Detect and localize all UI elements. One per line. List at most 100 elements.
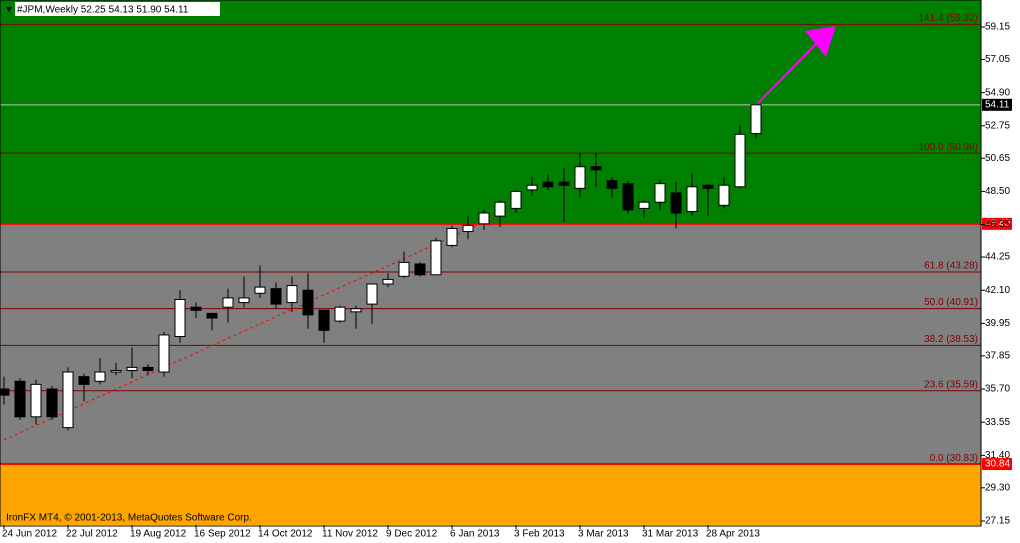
title-box	[15, 2, 220, 16]
fib-label: 100.0 (50.98)	[919, 142, 979, 153]
candle-body	[718, 184, 730, 206]
candle-body	[606, 180, 618, 189]
price-tag-label: 54.11	[985, 99, 1010, 110]
y-tick-label: 27.15	[985, 516, 1010, 527]
candle-body	[14, 380, 26, 418]
zone-middle	[0, 223, 981, 465]
candle-body	[638, 201, 650, 209]
y-tick-label: 54.90	[985, 87, 1010, 98]
candle-body	[254, 286, 266, 294]
x-tick-label: 16 Sep 2012	[194, 529, 251, 540]
chart-title: #JPM,Weekly 52.25 54.13 51.90 54.11	[17, 5, 189, 16]
x-tick-label: 3 Feb 2013	[514, 529, 565, 540]
arrow-head	[805, 26, 836, 57]
y-tick-label: 57.05	[985, 54, 1010, 65]
candle-body	[398, 261, 410, 277]
fib-label: 0.0 (30.83)	[930, 453, 978, 464]
candle-body	[558, 181, 570, 186]
candle-body	[478, 212, 490, 225]
candle-body	[158, 334, 170, 373]
x-tick-label: 3 Mar 2013	[578, 529, 629, 540]
x-tick-label: 9 Dec 2012	[386, 529, 438, 540]
candle-body	[126, 366, 138, 371]
candle-body	[142, 366, 154, 371]
y-tick-label: 35.70	[985, 384, 1010, 395]
fib-label: 38.2 (38.53)	[924, 334, 978, 345]
candle-body	[702, 184, 714, 189]
candle-body	[414, 263, 426, 276]
y-tick-label: 39.95	[985, 318, 1010, 329]
candle-body	[286, 285, 298, 304]
candle-body	[686, 186, 698, 212]
candle-body	[574, 166, 586, 189]
price-tag	[982, 458, 1012, 471]
candle-body	[590, 166, 602, 171]
candle-body	[670, 192, 682, 214]
zone-lower	[0, 464, 981, 525]
candle-body	[350, 308, 362, 313]
y-tick-label: 29.30	[985, 482, 1010, 493]
plot-area: 141.4 (59.32) 100.0 (50.98) 61.8 (43.28) 50…	[0, 0, 981, 525]
candle-body	[190, 306, 202, 311]
candle-body	[0, 388, 10, 396]
candle-body	[734, 133, 746, 188]
y-tick-label: 46.35	[985, 219, 1010, 230]
candle-body	[302, 289, 314, 316]
plot-border	[0, 0, 982, 527]
y-tick-label: 59.15	[985, 22, 1010, 33]
x-tick-label: 19 Aug 2012	[130, 529, 187, 540]
candle-body	[494, 201, 506, 217]
candle-body	[174, 298, 186, 338]
candle-body	[30, 383, 42, 418]
fib-label: 141.4 (59.32)	[919, 13, 979, 24]
price-tag-label: 30.84	[985, 459, 1010, 470]
candle-body	[62, 371, 74, 429]
candle-body	[318, 309, 330, 331]
price-tag	[982, 98, 1012, 111]
candles	[0, 104, 762, 431]
candle-body	[462, 224, 474, 233]
candle-body	[334, 306, 346, 322]
x-tick-label: 31 Mar 2013	[642, 529, 699, 540]
x-tick-label: 28 Apr 2013	[706, 529, 760, 540]
y-tick-label: 52.75	[985, 120, 1010, 131]
candle-body	[526, 184, 538, 191]
x-tick-label: 14 Oct 2012	[258, 529, 313, 540]
y-tick-label: 37.85	[985, 350, 1010, 361]
fib-label: 23.6 (35.59)	[924, 379, 978, 390]
candle-body	[110, 369, 122, 373]
fib-label: 50.0 (40.91)	[924, 297, 978, 308]
x-tick-label: 24 Jun 2012	[2, 529, 57, 540]
candle-body	[750, 104, 762, 135]
arrow-shaft	[757, 39, 821, 104]
candle-body	[94, 371, 106, 382]
candle-body	[46, 388, 58, 418]
candle-body	[366, 283, 378, 305]
candle-body	[446, 227, 458, 246]
x-tick-label: 22 Jul 2012	[66, 529, 118, 540]
y-tick-label: 48.50	[985, 186, 1010, 197]
y-tick-label: 44.25	[985, 252, 1010, 263]
candle-body	[78, 376, 90, 385]
footer: IronFX MT4, © 2001-2013, MetaQuotes Soft…	[6, 513, 252, 524]
candle-body	[430, 240, 442, 276]
y-tick-label: 50.65	[985, 153, 1010, 164]
candle-body	[206, 312, 218, 319]
x-tick-label: 11 Nov 2012	[322, 529, 378, 540]
fib-label: 61.8 (43.28)	[924, 261, 978, 272]
candle-body	[542, 181, 554, 188]
x-tick-label: 6 Jan 2013	[450, 529, 500, 540]
candle-body	[510, 190, 522, 209]
candle-body	[238, 297, 250, 304]
candle-body	[382, 278, 394, 285]
fib-trendline	[3, 214, 501, 441]
menu-triangle	[6, 7, 12, 12]
candle-body	[270, 288, 282, 305]
candle-body	[654, 183, 666, 203]
price-tag-label: 46.40	[985, 218, 1010, 229]
zone-upper	[0, 0, 981, 224]
candle-body	[622, 183, 634, 211]
y-tick-label: 31.40	[985, 450, 1010, 461]
y-tick-label: 33.55	[985, 417, 1010, 428]
